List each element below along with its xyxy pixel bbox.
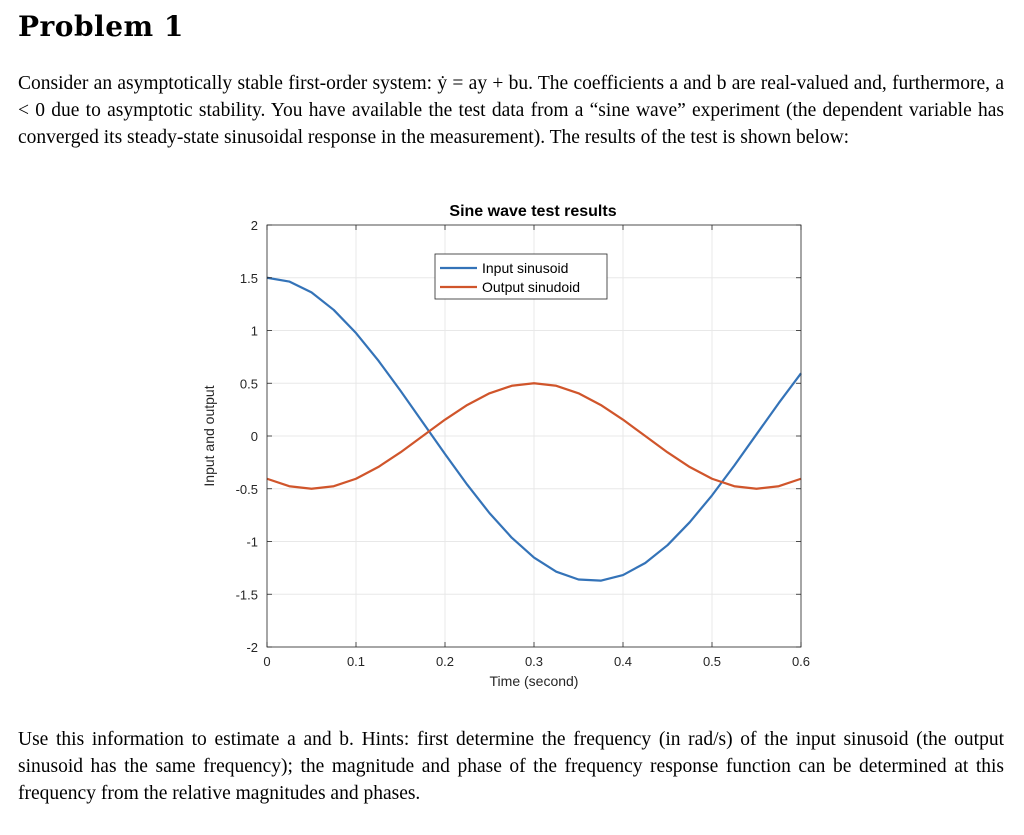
chart-series bbox=[266, 276, 802, 582]
x-tick-label: 0.4 bbox=[614, 654, 632, 669]
x-tick-label: 0.6 bbox=[792, 654, 810, 669]
y-tick-label: 0 bbox=[251, 429, 258, 444]
sine-wave-chart: Sine wave test results 0 0.1 0.2 0.3 0.4 0.5 0… bbox=[190, 195, 830, 705]
y-tick-label: -2 bbox=[246, 640, 258, 655]
y-tick-label: 0.5 bbox=[240, 376, 258, 391]
legend-box bbox=[434, 253, 608, 300]
chart-title: Sine wave test results bbox=[449, 203, 616, 220]
x-tick-label: 0 bbox=[263, 654, 270, 669]
y-tick-label: 1 bbox=[251, 324, 258, 339]
x-tick-label: 0.3 bbox=[525, 654, 543, 669]
chart-svg: Sine wave test results 0 0.1 0.2 0.3 0.4 0.5 0… bbox=[201, 203, 810, 689]
y-tick-label: 2 bbox=[251, 218, 258, 233]
x-tick-label: 0.1 bbox=[347, 654, 365, 669]
chart-grid bbox=[266, 224, 802, 648]
x-tick-label: 0.2 bbox=[436, 654, 454, 669]
y-tick-label: -0.5 bbox=[236, 482, 258, 497]
y-tick-label: -1 bbox=[246, 535, 258, 550]
x-tick-label: 0.5 bbox=[703, 654, 721, 669]
y-axis-label: Input and output bbox=[201, 385, 217, 486]
x-axis-label: Time (second) bbox=[490, 673, 579, 689]
y-tick-label: 1.5 bbox=[240, 271, 258, 286]
problem-hint: Use this information to estimate a and b… bbox=[18, 729, 1004, 804]
y-tick-label: -1.5 bbox=[236, 587, 258, 602]
problem-heading: Problem 1 bbox=[18, 10, 184, 43]
output-sinusoid-legend-label: Output sinudoid bbox=[482, 279, 580, 295]
problem-statement: Consider an asymptotically stable first-… bbox=[18, 73, 1004, 148]
chart-legend: Input sinusoid Output sinudoid bbox=[434, 253, 608, 300]
input-sinusoid-legend-label: Input sinusoid bbox=[482, 260, 568, 276]
chart-ticks: 0 0.1 0.2 0.3 0.4 0.5 0.6 2 1.5 1 0.5 0 -0.5 -1 -1.5 -2 bbox=[236, 218, 810, 669]
